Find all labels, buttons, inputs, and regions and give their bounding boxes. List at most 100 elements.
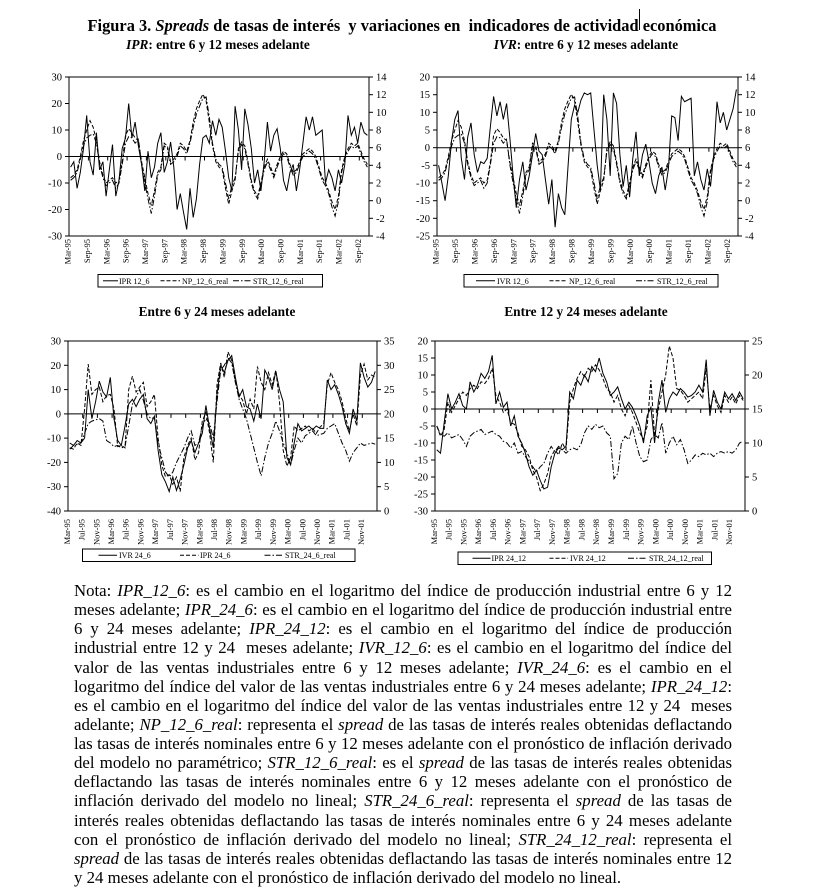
svg-text:STR_24_6_real: STR_24_6_real: [285, 551, 336, 560]
svg-text:Sep-02: Sep-02: [353, 239, 363, 263]
svg-text:Mar-99: Mar-99: [218, 239, 228, 264]
svg-text:Mar-96: Mar-96: [106, 519, 116, 544]
svg-text:Jul-97: Jul-97: [532, 519, 542, 540]
svg-text:-25: -25: [416, 232, 430, 243]
svg-text:IPR 12_6: IPR 12_6: [119, 277, 149, 286]
svg-text:-10: -10: [48, 179, 62, 190]
svg-text:Jul-98: Jul-98: [209, 519, 219, 540]
svg-text:Sep-99: Sep-99: [237, 239, 247, 263]
svg-text:Nov-97: Nov-97: [180, 519, 190, 545]
svg-text:Sep-95: Sep-95: [82, 239, 92, 263]
svg-text:Mar-98: Mar-98: [179, 239, 189, 264]
svg-text:Mar-01: Mar-01: [695, 519, 705, 544]
svg-text:Sep-98: Sep-98: [198, 239, 208, 263]
svg-text:Mar-97: Mar-97: [150, 519, 160, 544]
svg-text:Jul-95: Jul-95: [444, 519, 454, 540]
svg-text:Mar-00: Mar-00: [625, 239, 635, 264]
svg-text:-15: -15: [416, 196, 430, 207]
svg-text:Jul-96: Jul-96: [121, 519, 131, 540]
svg-text:-4: -4: [745, 232, 754, 243]
svg-text:10: 10: [745, 108, 756, 119]
svg-text:Mar-01: Mar-01: [327, 519, 337, 544]
svg-text:4: 4: [376, 161, 382, 172]
svg-text:6: 6: [745, 143, 750, 154]
svg-text:Mar-96: Mar-96: [470, 239, 480, 264]
svg-text:8: 8: [376, 126, 381, 137]
svg-text:Sep-00: Sep-00: [644, 239, 654, 263]
svg-text:-2: -2: [745, 214, 754, 225]
svg-text:Mar-00: Mar-00: [283, 519, 293, 544]
svg-text:12: 12: [745, 90, 756, 101]
svg-text:Jul-00: Jul-00: [297, 519, 307, 540]
svg-text:STR_24_12_real: STR_24_12_real: [649, 554, 704, 563]
svg-text:10: 10: [384, 458, 395, 469]
svg-text:Sep-97: Sep-97: [159, 239, 169, 263]
svg-text:IPR 24_12: IPR 24_12: [492, 554, 526, 563]
svg-text:14: 14: [376, 73, 387, 84]
svg-text:10: 10: [418, 371, 429, 382]
svg-text:-10: -10: [414, 439, 428, 450]
svg-text:2: 2: [376, 179, 381, 190]
svg-text:Mar-00: Mar-00: [256, 239, 266, 264]
svg-text:-5: -5: [419, 422, 428, 433]
svg-text:Nov-98: Nov-98: [591, 519, 601, 545]
svg-text:0: 0: [425, 143, 430, 154]
svg-text:Sep-99: Sep-99: [605, 239, 615, 263]
svg-text:10: 10: [376, 108, 387, 119]
svg-text:-10: -10: [47, 434, 61, 445]
svg-text:2: 2: [745, 179, 750, 190]
svg-text:Mar-97: Mar-97: [517, 519, 527, 544]
svg-text:-10: -10: [416, 179, 430, 190]
svg-text:Nov-00: Nov-00: [312, 519, 322, 545]
svg-text:-15: -15: [414, 456, 428, 467]
svg-text:Mar-96: Mar-96: [101, 239, 111, 264]
svg-text:-30: -30: [48, 232, 62, 243]
svg-text:Sep-02: Sep-02: [722, 239, 732, 263]
svg-text:12: 12: [376, 90, 387, 101]
svg-text:Mar-96: Mar-96: [473, 519, 483, 544]
svg-text:5: 5: [423, 388, 428, 399]
svg-text:0: 0: [57, 152, 62, 163]
svg-text:NP_12_6_real: NP_12_6_real: [569, 277, 616, 286]
svg-text:Jul-99: Jul-99: [621, 519, 631, 540]
svg-text:Jul-97: Jul-97: [165, 519, 175, 540]
svg-text:-20: -20: [416, 214, 430, 225]
svg-text:6: 6: [376, 143, 381, 154]
svg-text:IVR 24_12: IVR 24_12: [570, 554, 606, 563]
svg-text:10: 10: [420, 108, 431, 119]
svg-text:Nov-01: Nov-01: [724, 519, 734, 545]
svg-text:0: 0: [752, 507, 757, 518]
svg-text:Mar-98: Mar-98: [194, 519, 204, 544]
svg-text:14: 14: [745, 73, 756, 84]
svg-text:Nov-00: Nov-00: [680, 519, 690, 545]
svg-text:0: 0: [745, 196, 750, 207]
svg-text:Jul-01: Jul-01: [341, 519, 351, 540]
svg-text:30: 30: [52, 73, 63, 84]
svg-text:Nov-98: Nov-98: [224, 519, 234, 545]
svg-text:Jul-00: Jul-00: [665, 519, 675, 540]
svg-text:15: 15: [420, 90, 431, 101]
svg-text:Mar-00: Mar-00: [650, 519, 660, 544]
svg-text:20: 20: [418, 337, 429, 348]
svg-text:Sep-96: Sep-96: [489, 239, 499, 263]
svg-text:Mar-98: Mar-98: [562, 519, 572, 544]
svg-text:Mar-99: Mar-99: [586, 239, 596, 264]
svg-text:Mar-99: Mar-99: [606, 519, 616, 544]
svg-text:-40: -40: [47, 507, 61, 518]
svg-text:IVR 12_6: IVR 12_6: [497, 277, 529, 286]
svg-text:Nov-99: Nov-99: [268, 519, 278, 545]
svg-text:-2: -2: [376, 214, 385, 225]
svg-text:20: 20: [752, 371, 763, 382]
svg-text:-20: -20: [48, 205, 62, 216]
svg-text:5: 5: [425, 126, 430, 137]
svg-text:Mar-02: Mar-02: [334, 239, 344, 264]
svg-text:-30: -30: [47, 482, 61, 493]
svg-text:10: 10: [52, 126, 63, 137]
svg-text:-4: -4: [376, 232, 385, 243]
svg-text:Mar-95: Mar-95: [63, 239, 73, 264]
svg-text:-5: -5: [421, 161, 430, 172]
svg-text:20: 20: [51, 361, 62, 372]
svg-text:Sep-96: Sep-96: [121, 239, 131, 263]
svg-text:IVR 24_6: IVR 24_6: [119, 551, 151, 560]
svg-text:IPR 24_6: IPR 24_6: [200, 551, 230, 560]
